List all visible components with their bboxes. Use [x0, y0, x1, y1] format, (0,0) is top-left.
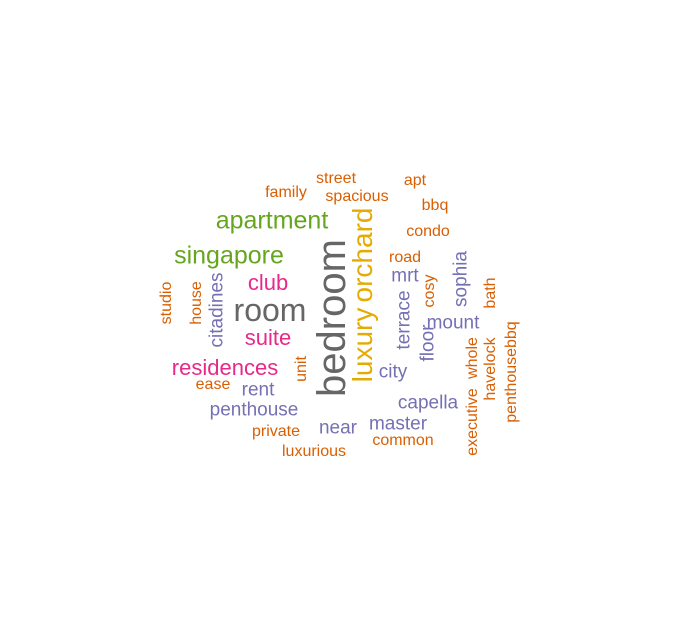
word-ease: ease: [195, 376, 231, 393]
word-residences: residences: [171, 355, 279, 380]
word-city: city: [378, 361, 408, 383]
word-studio: studio: [158, 281, 175, 325]
word-penthouse: penthouse: [209, 399, 299, 421]
word-executive: executive: [464, 388, 481, 456]
word-whole: whole: [464, 337, 481, 379]
word-luxury: luxury: [347, 307, 378, 383]
word-apartment: apartment: [215, 206, 329, 235]
word-mrt: mrt: [391, 265, 419, 287]
word-singapore: singapore: [174, 241, 284, 270]
word-street: street: [315, 170, 357, 187]
word-near: near: [318, 417, 358, 439]
word-penthousebbq: penthousebbq: [503, 321, 520, 423]
word-bbq: bbq: [421, 197, 449, 214]
word-house: house: [188, 281, 205, 325]
word-bath: bath: [482, 277, 499, 309]
word-bedroom: bedroom: [310, 239, 354, 397]
word-luxurious: luxurious: [281, 443, 347, 460]
word-condo: condo: [406, 223, 450, 240]
word-citadines: citadines: [206, 272, 228, 348]
word-private: private: [251, 423, 301, 440]
word-capella: capella: [397, 392, 459, 414]
word-master: master: [368, 413, 428, 435]
word-terrace: terrace: [393, 290, 415, 350]
word-sophia: sophia: [450, 251, 472, 307]
word-mount: mount: [426, 312, 480, 334]
word-suite: suite: [244, 325, 292, 350]
word-apt: apt: [403, 172, 427, 189]
word-floor: floor: [417, 324, 439, 362]
word-room: room: [233, 292, 307, 328]
word-rent: rent: [241, 379, 275, 401]
word-road: road: [388, 249, 422, 266]
word-orchard: orchard: [347, 207, 378, 303]
word-havelock: havelock: [482, 337, 499, 401]
word-common: common: [372, 432, 434, 449]
word-spacious: spacious: [325, 188, 389, 205]
word-club: club: [247, 270, 289, 295]
word-unit: unit: [293, 356, 310, 382]
word-cosy: cosy: [421, 274, 438, 308]
word-family: family: [265, 184, 307, 201]
